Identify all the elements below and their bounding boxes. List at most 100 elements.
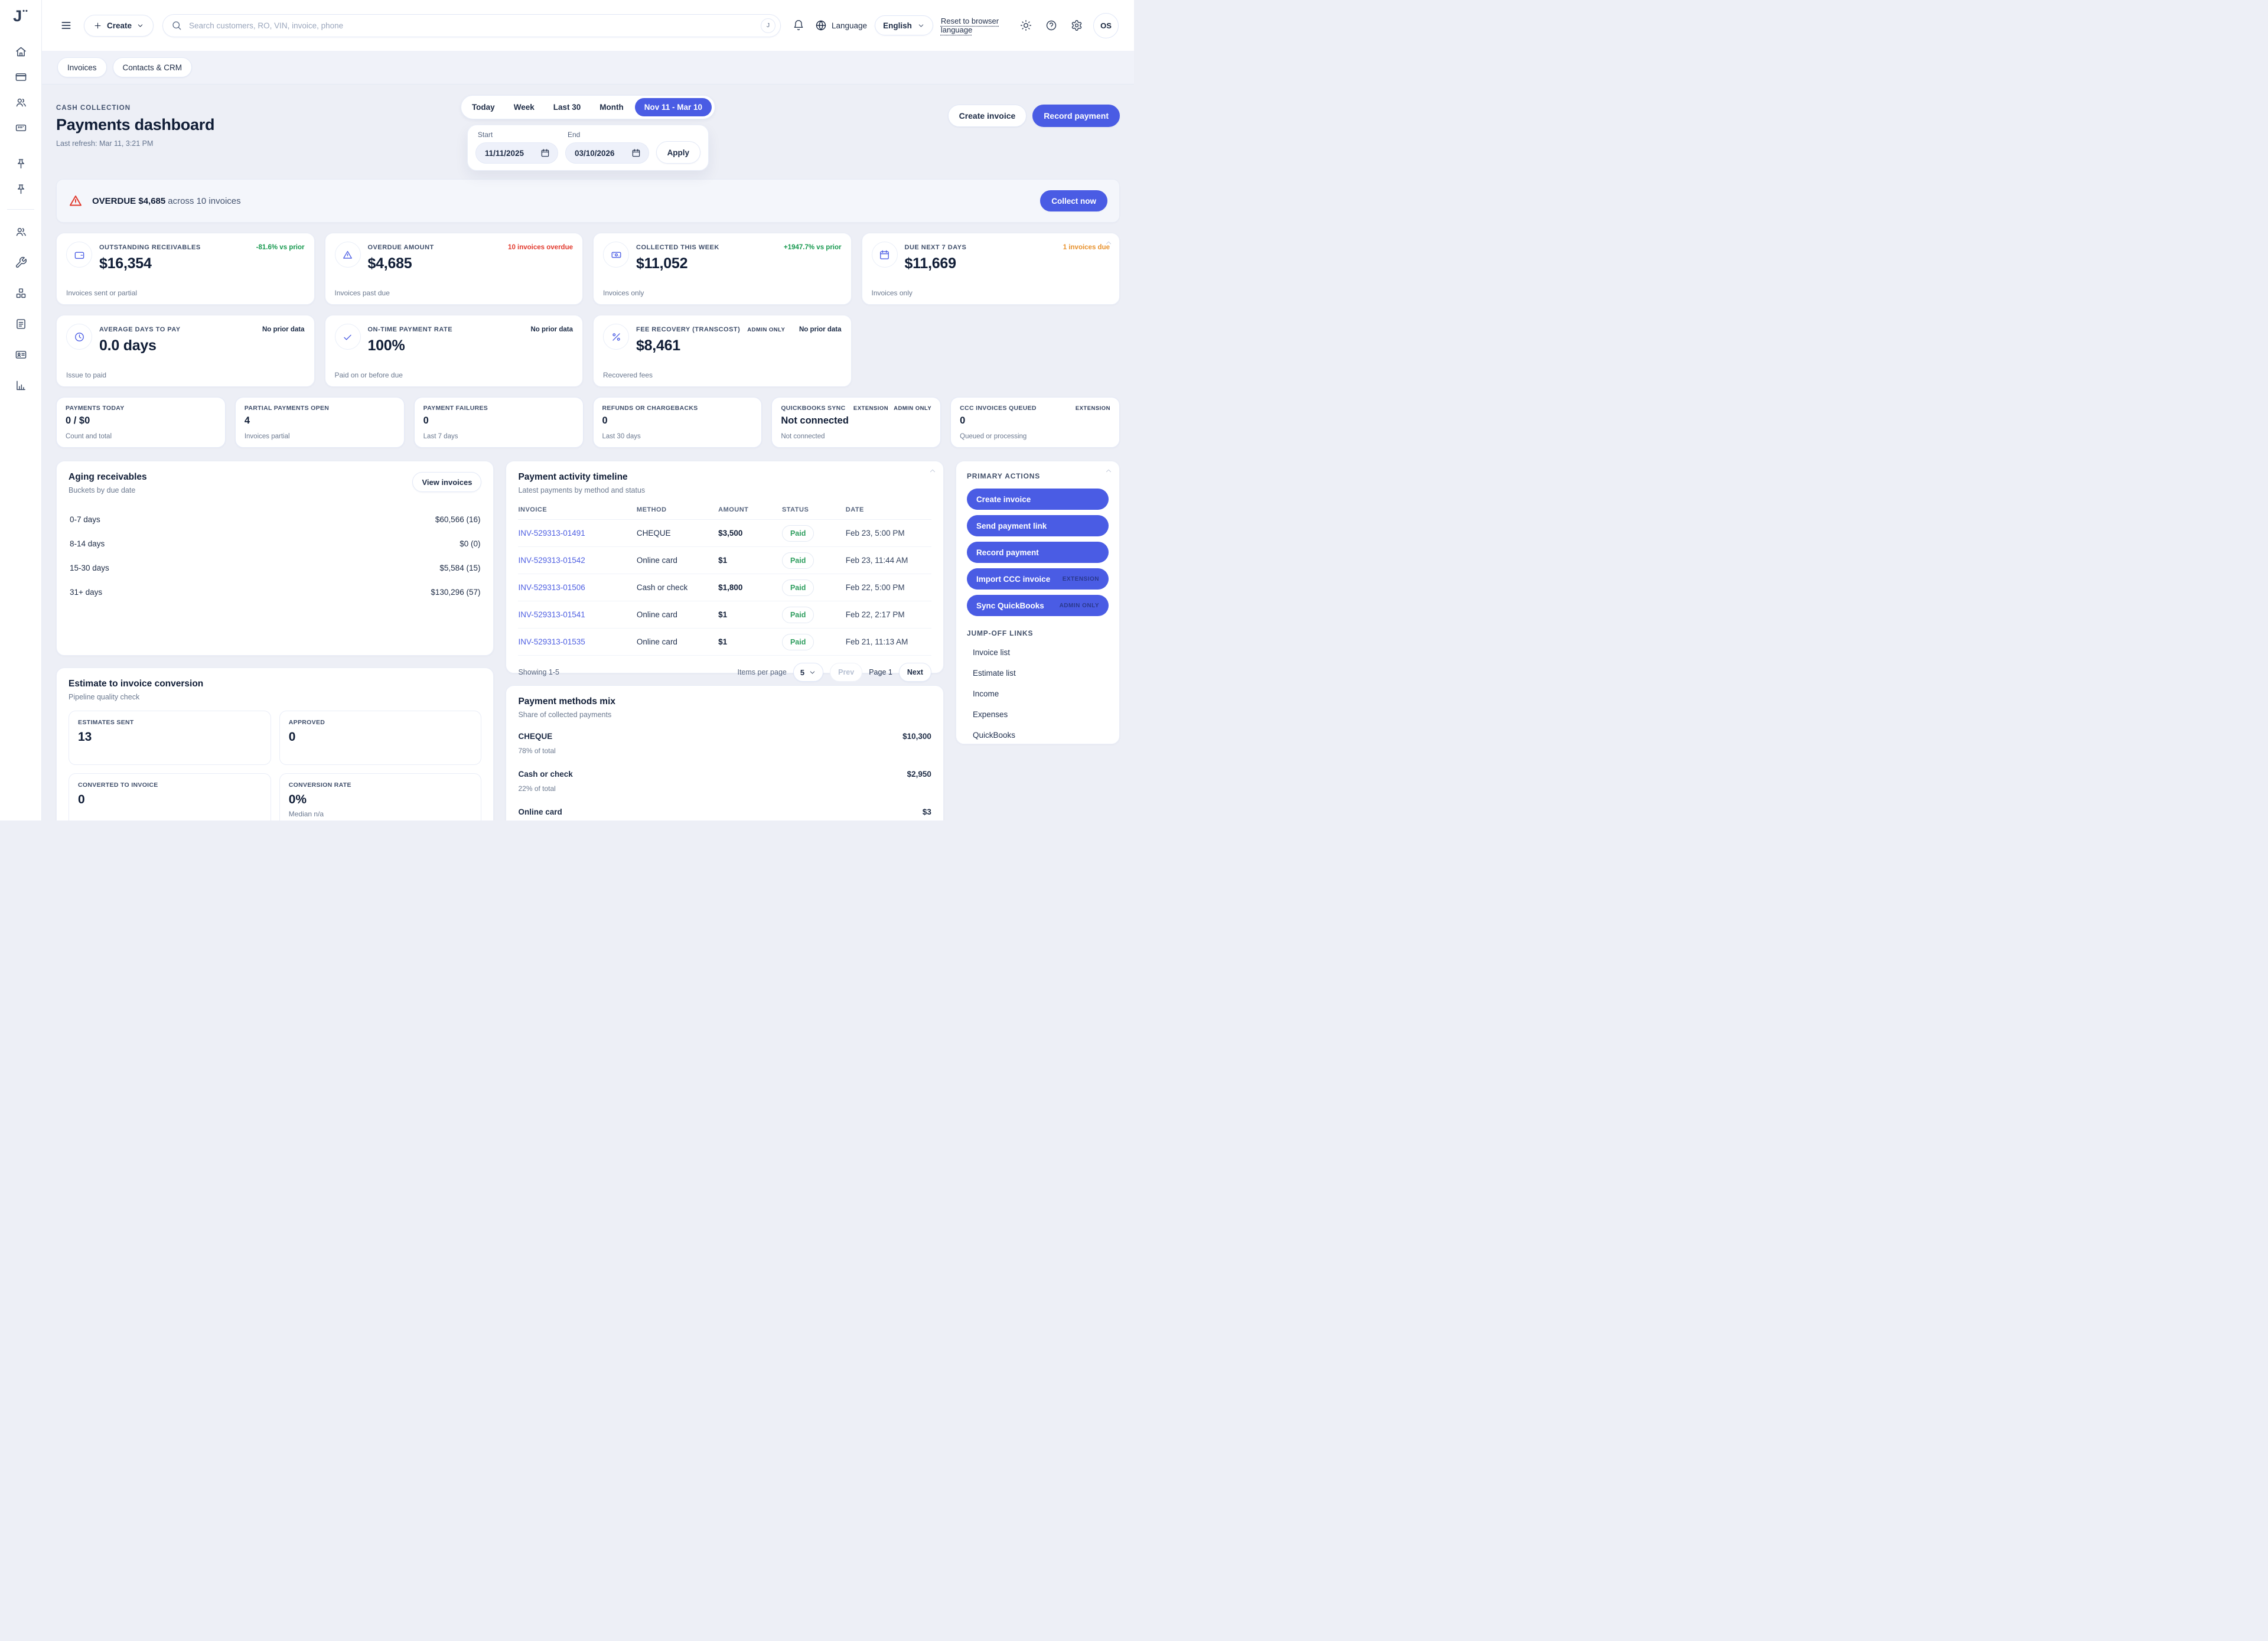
middle-column: Payment activity timeline Latest payment… (506, 461, 944, 820)
kpi-value: $16,354 (99, 255, 152, 272)
aging-amount: $0 (0) (460, 539, 481, 548)
create-button-label: Create (107, 21, 132, 30)
amount-cell: $1 (718, 556, 728, 565)
sidebar-item-pinned-1[interactable] (9, 155, 32, 172)
sidebar-item-plates[interactable] (9, 119, 32, 136)
page-title: Payments dashboard (56, 116, 215, 134)
kpi-footnote: Paid on or before due (334, 371, 403, 379)
prev-page-button[interactable]: Prev (830, 663, 863, 682)
invoice-link[interactable]: INV-529313-01541 (518, 610, 585, 619)
method-rows: CHEQUE $10,300 78% of total Cash or check… (518, 725, 931, 820)
end-date-input[interactable]: 03/10/2026 (565, 142, 649, 164)
kpi-label: COLLECTED THIS WEEK (636, 244, 719, 251)
user-avatar[interactable]: OS (1093, 12, 1119, 38)
preset-week[interactable]: Week (506, 99, 542, 115)
aging-receivables-panel: Aging receivables Buckets by due date Vi… (56, 461, 494, 656)
start-date-input[interactable]: 11/11/2025 (475, 142, 558, 164)
action-record-payment[interactable]: Record payment (966, 542, 1109, 563)
sidebar-item-contacts[interactable] (9, 223, 32, 240)
top-header: Create J Language English Reset to brows… (42, 0, 1134, 51)
create-invoice-button[interactable]: Create invoice (947, 105, 1027, 127)
link-quickbooks[interactable]: QuickBooks (972, 731, 1015, 740)
sidebar-item-home[interactable] (9, 43, 32, 60)
action-import-ccc-invoice[interactable]: Import CCC invoice EXTENSION (966, 568, 1109, 590)
collect-now-button[interactable]: Collect now (1040, 190, 1107, 211)
settings-button[interactable] (1068, 15, 1086, 35)
preset-today[interactable]: Today (464, 99, 503, 115)
preset-month[interactable]: Month (592, 99, 631, 115)
view-invoices-button[interactable]: View invoices (412, 472, 482, 492)
help-button[interactable] (1042, 15, 1060, 35)
sidebar: J •• (0, 0, 42, 820)
menu-button[interactable] (57, 15, 75, 35)
invoice-link[interactable]: INV-529313-01535 (518, 637, 585, 646)
kpi-fee-recovery: FEE RECOVERY (TRANSCOST) ADMIN ONLY $8,4… (593, 315, 852, 387)
stat-label: CCC INVOICES QUEUED (960, 405, 1037, 412)
stat-footnote: Last 30 days (602, 433, 641, 440)
method-row: Online card$3 0% of total (518, 800, 931, 820)
conversion-cell-estimates-sent: ESTIMATES SENT 13 (69, 711, 271, 765)
record-payment-button[interactable]: Record payment (1032, 105, 1120, 127)
stat-value: 0 / $0 (66, 415, 90, 426)
reset-language-link[interactable]: Reset to browser language (940, 17, 999, 34)
pin-icon (17, 158, 24, 168)
stat-label: QUICKBOOKS SYNC (781, 405, 846, 412)
header-cta-group: Create invoice Record payment (715, 105, 1120, 127)
collapse-chevron-icon[interactable] (1104, 239, 1113, 247)
sidebar-item-documents[interactable] (9, 315, 32, 333)
preset-custom-range[interactable]: Nov 11 - Mar 10 (634, 98, 712, 116)
sun-icon (1020, 19, 1032, 31)
kpi-value: $11,052 (636, 255, 688, 272)
action-sync-quickbooks[interactable]: Sync QuickBooks ADMIN ONLY (966, 595, 1109, 616)
action-label: Record payment (976, 548, 1039, 557)
kpi-value: $8,461 (636, 337, 680, 354)
collapse-chevron-icon[interactable] (1104, 467, 1113, 475)
banknote-icon (603, 242, 629, 268)
invoice-link[interactable]: INV-529313-01506 (518, 583, 585, 592)
kpi-label: OUTSTANDING RECEIVABLES (99, 244, 201, 251)
sidebar-item-parts[interactable] (9, 284, 32, 302)
module-tabs: Invoices Contacts & CRM (42, 51, 1134, 84)
method-row: CHEQUE $10,300 78% of total (518, 725, 931, 763)
warning-triangle-icon (69, 194, 83, 208)
preset-last-30[interactable]: Last 30 (546, 99, 589, 115)
stat-value: Not connected (781, 415, 849, 426)
collapse-chevron-icon[interactable] (928, 467, 937, 475)
conversion-cell-converted: CONVERTED TO INVOICE 0 (69, 773, 271, 820)
theme-toggle-button[interactable] (1017, 15, 1035, 35)
notifications-button[interactable] (790, 15, 807, 35)
tab-invoices[interactable]: Invoices (57, 57, 107, 77)
action-create-invoice[interactable]: Create invoice (966, 489, 1109, 510)
sidebar-item-id-cards[interactable] (9, 346, 32, 363)
tab-contacts-crm[interactable]: Contacts & CRM (112, 57, 193, 77)
global-search[interactable]: J (162, 14, 781, 37)
sidebar-item-pinned-2[interactable] (9, 180, 32, 198)
invoice-link[interactable]: INV-529313-01542 (518, 556, 585, 565)
sidebar-item-reports[interactable] (9, 376, 32, 394)
aging-row: 15-30 days $5,584 (15) (69, 556, 481, 580)
search-input[interactable] (188, 20, 755, 31)
link-estimate-list[interactable]: Estimate list (972, 669, 1016, 678)
kpi-average-days-to-pay: AVERAGE DAYS TO PAY 0.0 days No prior da… (56, 315, 315, 387)
link-expenses[interactable]: Expenses (972, 710, 1008, 719)
create-button[interactable]: Create (84, 14, 154, 37)
link-invoice-list[interactable]: Invoice list (972, 648, 1010, 657)
invoice-link[interactable]: INV-529313-01491 (518, 529, 585, 538)
action-send-payment-link[interactable]: Send payment link (966, 515, 1109, 536)
next-page-button[interactable]: Next (898, 663, 931, 682)
apply-button[interactable]: Apply (656, 141, 701, 164)
kpi-outstanding-receivables: OUTSTANDING RECEIVABLES $16,354 -81.6% v… (56, 233, 315, 305)
gear-icon (1071, 19, 1082, 31)
items-per-page-select[interactable]: 5 (793, 663, 824, 682)
kpi-badge: 1 invoices due (1063, 244, 1110, 251)
sidebar-item-service[interactable] (9, 253, 32, 271)
link-income[interactable]: Income (972, 689, 999, 698)
stat-footnote: Not connected (781, 433, 825, 440)
kpi-footnote: Invoices only (871, 289, 913, 297)
language-select[interactable]: English (875, 15, 933, 35)
dashboard-main: CASH COLLECTION Payments dashboard Last … (42, 84, 1134, 820)
overdue-amount-text: OVERDUE $4,685 (92, 196, 166, 206)
stat-value: 0 (960, 415, 966, 426)
sidebar-item-customers[interactable] (9, 93, 32, 111)
sidebar-item-payments[interactable] (9, 68, 32, 86)
